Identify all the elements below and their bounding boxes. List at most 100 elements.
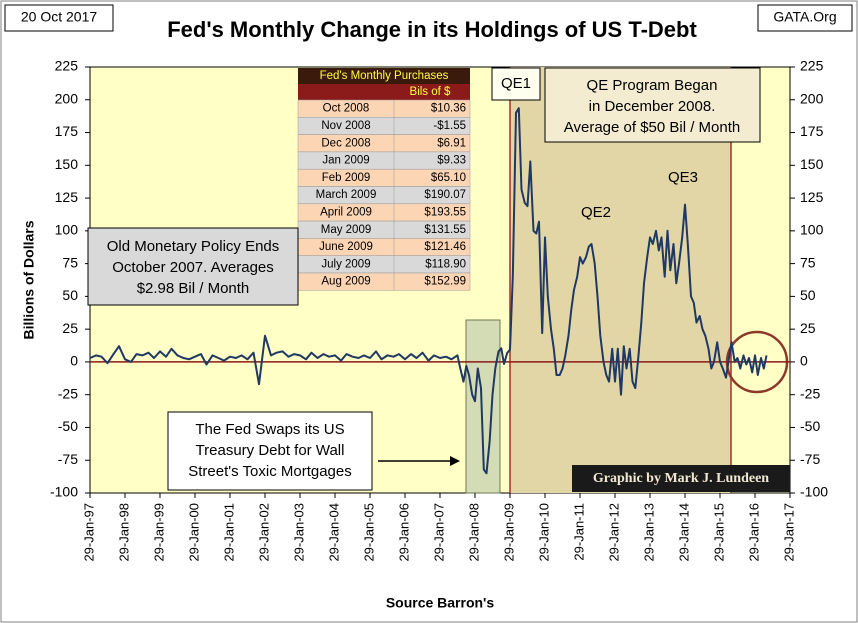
x-tick-label: 29-Jan-11	[571, 503, 586, 561]
y-tick-label: 225	[55, 58, 79, 74]
y-tick-label: -75	[58, 451, 78, 467]
y2-tick-label: -75	[800, 451, 820, 467]
date-box	[4, 4, 114, 32]
annotation: QE Program Began	[587, 77, 718, 94]
table-month: June 2009	[319, 241, 373, 253]
annotation: Treasury Debt for Wall	[196, 442, 345, 459]
table-value: $131.55	[424, 224, 466, 236]
table-value: $190.07	[424, 189, 466, 201]
y-tick-label: 100	[55, 222, 79, 238]
table-month: April 2009	[320, 206, 372, 218]
y-tick-label: -100	[50, 484, 78, 500]
x-tick-label: 29-Jan-05	[361, 503, 376, 562]
x-tick-label: 29-Jan-98	[116, 503, 131, 562]
date: 20 Oct 2017	[21, 9, 97, 25]
y-tick-label: 50	[62, 287, 78, 303]
x-tick-label: 29-Jan-14	[676, 503, 691, 562]
y2-tick-label: 125	[800, 189, 824, 205]
table-value: $9.33	[437, 155, 466, 167]
table-value: $193.55	[424, 206, 466, 218]
table-value: $121.46	[424, 241, 466, 253]
y2-tick-label: -100	[800, 484, 828, 500]
y2-tick-label: 100	[800, 222, 824, 238]
annotation: $2.98 Bil / Month	[137, 280, 250, 297]
annotation: Old Monetary Policy Ends	[107, 238, 280, 255]
table-header-bg	[298, 84, 470, 100]
x-tick-label: 29-Jan-12	[606, 503, 621, 562]
table-header: Bils of $	[410, 86, 452, 98]
annotation-box	[544, 67, 761, 143]
y2-tick-label: -50	[800, 418, 820, 434]
y2-tick-label: 175	[800, 123, 824, 139]
data-line	[89, 107, 768, 475]
annotation: Street's Toxic Mortgages	[188, 463, 352, 480]
table-value: $65.10	[431, 172, 466, 184]
y2-tick-label: 225	[800, 58, 824, 74]
x-tick-label: 29-Jan-13	[641, 503, 656, 562]
site: GATA.Org	[773, 9, 836, 25]
x-tick-label: 29-Jan-99	[151, 503, 166, 562]
annotation: in December 2008.	[589, 98, 716, 115]
y-tick-label: 125	[55, 189, 79, 205]
table-month: Aug 2009	[321, 276, 370, 288]
x-tick-label: 29-Jan-00	[186, 503, 201, 562]
annotation: The Fed Swaps its US	[195, 421, 344, 438]
x-tick-label: 29-Jan-03	[291, 503, 306, 562]
x-tick-label: 29-Jan-08	[466, 503, 481, 562]
y-tick-label: 150	[55, 156, 79, 172]
x-tick-label: 29-Jan-06	[396, 503, 411, 562]
arrow-head	[450, 456, 460, 466]
annotation-box	[167, 411, 373, 491]
annotation: October 2007. Averages	[112, 259, 274, 276]
annotation: QE2	[581, 204, 611, 221]
credit-box	[572, 465, 790, 492]
table-month: Oct 2008	[323, 103, 370, 115]
credit: Graphic by Mark J. Lundeen	[593, 471, 769, 486]
y2-tick-label: -25	[800, 385, 820, 401]
table-title: Fed's Monthly Purchases	[320, 70, 449, 82]
y2-tick-label: 150	[800, 156, 824, 172]
y-tick-label: 75	[62, 254, 78, 270]
y-tick-label: -25	[58, 385, 78, 401]
y-tick-label: 25	[62, 320, 78, 336]
y-tick-label: 0	[70, 353, 78, 369]
y2-tick-label: 25	[800, 320, 816, 336]
y-tick-label: -50	[58, 418, 78, 434]
y2-tick-label: 50	[800, 287, 816, 303]
site-box	[757, 4, 853, 32]
table-value: $118.90	[425, 258, 466, 270]
y-axis-label: Billions of Dollars	[21, 220, 37, 339]
x-tick-label: 29-Jan-97	[81, 503, 96, 562]
table-value: $10.36	[431, 103, 466, 115]
y2-tick-label: 200	[800, 90, 824, 106]
table-title-bg	[298, 68, 470, 84]
x-tick-label: 29-Jan-16	[746, 503, 761, 562]
table-month: Dec 2008	[321, 137, 370, 149]
table-value: $6.91	[437, 137, 466, 149]
x-tick-label: 29-Jan-01	[221, 503, 236, 562]
annotation: Average of $50 Bil / Month	[564, 119, 741, 136]
chart-title: Fed's Monthly Change in its Holdings of …	[167, 17, 697, 42]
table-month: Jan 2009	[322, 155, 369, 167]
x-axis-label: Source Barron's	[386, 595, 495, 611]
table-month: March 2009	[316, 189, 377, 201]
annotation-box	[87, 227, 299, 306]
x-tick-label: 29-Jan-15	[711, 503, 726, 562]
annotation: QE1	[501, 75, 531, 92]
x-tick-label: 29-Jan-07	[431, 503, 446, 562]
x-tick-label: 29-Jan-17	[781, 503, 796, 562]
x-tick-label: 29-Jan-10	[536, 503, 551, 562]
y-tick-label: 200	[55, 90, 79, 106]
x-tick-label: 29-Jan-04	[326, 503, 341, 562]
annotation-box	[491, 67, 541, 101]
table-value: $152.99	[424, 276, 466, 288]
table-month: Feb 2009	[322, 172, 371, 184]
y2-tick-label: 75	[800, 254, 816, 270]
table-month: Nov 2008	[321, 120, 370, 132]
annotation: QE3	[668, 169, 698, 186]
table-month: May 2009	[321, 224, 372, 236]
table-month: July 2009	[321, 258, 370, 270]
x-tick-label: 29-Jan-02	[256, 503, 271, 562]
y2-tick-label: 0	[800, 353, 808, 369]
